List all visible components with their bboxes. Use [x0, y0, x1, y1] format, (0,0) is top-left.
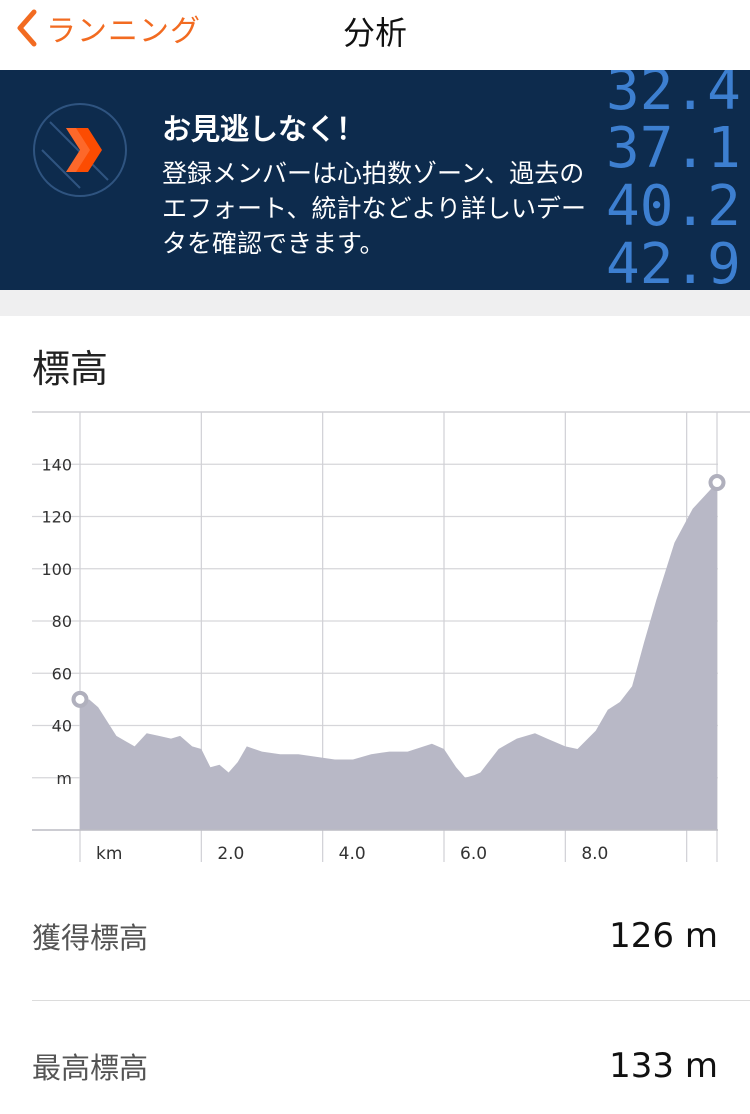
- x-tick-label: 2.0: [217, 844, 244, 864]
- y-tick-label: 60: [52, 664, 72, 683]
- upgrade-banner[interactable]: お見逃しなく！ 登録メンバーは心拍数ゾーン、過去のエフォート、統計などより詳しい…: [0, 70, 750, 290]
- stat-label: 獲得標高: [32, 921, 149, 955]
- banner-title: お見逃しなく！: [162, 112, 366, 146]
- elevation-area: [80, 482, 717, 830]
- decorative-numbers: 32.4 37.1 40.2 42.9: [606, 70, 750, 290]
- stat-value: 133 m: [609, 1046, 718, 1086]
- y-tick-label: 80: [52, 612, 72, 631]
- elevation-chart[interactable]: 40 60 80 100 120 140 m km 2.0 4.0 6.0 8.0: [0, 400, 750, 870]
- stat-row-elevation-gain: 獲得標高 126 m: [32, 896, 718, 976]
- section-divider: [0, 290, 750, 316]
- x-tick-label: 6.0: [460, 844, 487, 864]
- back-button[interactable]: ランニング: [14, 6, 201, 50]
- back-label: ランニング: [46, 14, 201, 49]
- y-tick-label: 120: [41, 508, 72, 527]
- nav-bar: ランニング 分析: [0, 0, 750, 70]
- stat-value: 126 m: [609, 916, 718, 956]
- page-title: 分析: [342, 14, 407, 52]
- elevation-marker: [708, 474, 726, 492]
- x-tick-label: 8.0: [581, 844, 608, 864]
- decorative-number: 40.2: [606, 174, 741, 239]
- y-tick-label: 140: [41, 455, 72, 474]
- banner-text: 登録メンバーは心拍数ゾーン、過去のエフォート、統計などより詳しいデータを確認でき…: [162, 159, 587, 258]
- stat-row-max-elevation: 最高標高 133 m: [32, 1026, 718, 1106]
- x-axis-unit-label: km: [96, 844, 122, 864]
- elevation-marker: [71, 690, 89, 708]
- stat-label: 最高標高: [32, 1051, 149, 1085]
- strava-chevron-icon: [33, 103, 127, 197]
- y-axis-unit-label: m: [56, 769, 72, 788]
- decorative-number: 32.4: [606, 70, 741, 123]
- chevron-left-icon: [17, 9, 37, 47]
- y-tick-label: 100: [41, 560, 72, 579]
- section-title: 標高: [32, 347, 109, 391]
- decorative-number: 37.1: [606, 116, 741, 181]
- y-tick-label: 40: [52, 717, 72, 736]
- divider: [32, 1000, 750, 1001]
- decorative-number: 42.9: [606, 232, 741, 291]
- x-tick-label: 4.0: [339, 844, 366, 864]
